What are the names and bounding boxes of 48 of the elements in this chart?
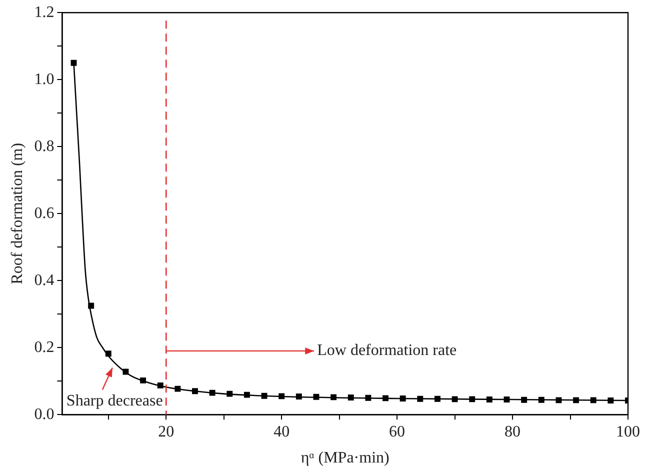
point xyxy=(330,394,337,400)
point xyxy=(521,396,528,403)
point xyxy=(590,397,596,404)
point xyxy=(486,396,492,402)
y-tick-label: 0.0 xyxy=(34,406,54,423)
point xyxy=(434,396,440,402)
y-tick-label: 0.4 xyxy=(34,272,54,289)
point xyxy=(365,394,372,401)
point xyxy=(417,396,424,402)
point xyxy=(538,396,544,403)
y-tick-label: 1.0 xyxy=(34,70,54,88)
y-tick-label: 0.6 xyxy=(34,204,54,222)
point xyxy=(122,368,129,375)
point xyxy=(504,396,510,402)
x-tick-label: 80 xyxy=(504,423,521,440)
point xyxy=(105,350,112,357)
point xyxy=(313,394,320,400)
y-tick-label: 0.8 xyxy=(34,138,54,155)
point xyxy=(469,396,476,402)
y-tick-label: 0.2 xyxy=(34,338,54,356)
x-tick-label: 100 xyxy=(616,423,640,440)
point xyxy=(226,390,233,397)
point xyxy=(140,377,146,384)
point xyxy=(88,302,94,309)
x-tick-label: 40 xyxy=(274,423,290,440)
point xyxy=(209,390,216,396)
point xyxy=(556,397,562,404)
point xyxy=(400,396,406,402)
x-tick-label: 60 xyxy=(389,423,406,440)
point xyxy=(382,395,388,402)
point xyxy=(244,392,250,398)
annotation: Low deformation rate xyxy=(317,342,457,360)
x-tick-label: 20 xyxy=(158,423,174,440)
point xyxy=(296,394,302,400)
point xyxy=(192,388,198,394)
y-axis-title: Roof deformation (m) xyxy=(8,142,26,284)
point xyxy=(70,60,77,66)
x-axis-title: ηᵅ (MPa·min) xyxy=(300,450,390,467)
point xyxy=(608,398,614,404)
point xyxy=(157,382,164,388)
y-tick-label: 1.2 xyxy=(34,4,54,21)
point xyxy=(348,394,354,400)
point xyxy=(278,393,285,400)
annotation: Sharp decrease xyxy=(66,392,163,410)
point xyxy=(452,396,458,402)
point xyxy=(174,386,181,392)
point xyxy=(573,397,580,404)
point xyxy=(261,392,268,399)
